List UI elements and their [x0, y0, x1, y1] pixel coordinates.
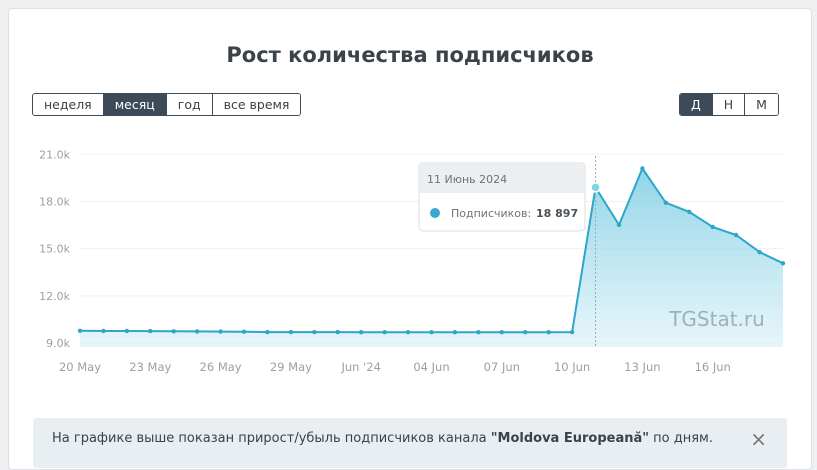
y-tick-label: 9.0k [46, 337, 70, 350]
point [452, 330, 458, 335]
hover-point [590, 182, 601, 193]
tooltip-label: Подписчиков: [451, 207, 531, 220]
point [733, 232, 739, 238]
channel-name: "Moldova Europeană" [490, 431, 650, 446]
chart: 9.0k 12.0k 15.0k 18.0k 21.0k 20 May 23 May 26 M… [39, 148, 786, 374]
tooltip-value: 18 897 [536, 207, 578, 220]
info-box: На графике выше показан прирост/убыль по… [33, 418, 787, 468]
point [523, 330, 528, 335]
point [335, 329, 340, 335]
y-tick-label: 12.0k [39, 290, 70, 303]
point [663, 200, 669, 205]
point [148, 328, 153, 334]
x-tick-label: Jun '24 [340, 360, 380, 374]
point [687, 209, 692, 215]
toggle-button[interactable]: неделя [33, 94, 104, 115]
tooltip-date: 11 Июнь 2024 [427, 173, 507, 186]
point [757, 249, 762, 255]
range-group: неделя месяц год все время [32, 93, 302, 116]
point [101, 328, 106, 334]
point [569, 329, 575, 335]
x-tick-label: 29 May [270, 360, 312, 374]
close-button[interactable]: × [750, 427, 767, 451]
toggle-button[interactable]: все время [212, 94, 301, 115]
point [382, 330, 387, 335]
point [616, 222, 622, 228]
tooltip-header [420, 164, 584, 193]
point [218, 329, 223, 334]
info-prefix: На графике выше показан прирост/убыль по… [52, 431, 491, 446]
point [171, 329, 176, 334]
page: Рост количества подписчиков неделя месяц г… [8, 8, 812, 470]
toggle-button[interactable]: Д [680, 94, 713, 115]
x-tick-label: 23 May [129, 360, 171, 374]
x-tick-label: 10 Jun [554, 360, 590, 374]
point [429, 330, 434, 335]
point [265, 329, 270, 335]
y-tick-label: 15.0k [39, 243, 70, 256]
toggle-button[interactable]: месяц [103, 94, 167, 115]
y-tick-label: 21.0k [39, 148, 70, 161]
x-tick-label: 16 Jun [695, 360, 731, 374]
point [640, 166, 645, 171]
y-tick-label: 18.0k [39, 195, 70, 208]
x-tick-label: 13 Jun [624, 360, 660, 374]
info-suffix: по дням. [649, 431, 713, 446]
point [405, 330, 411, 335]
x-tick-label: 04 Jun [413, 360, 449, 374]
point [476, 330, 481, 335]
point [546, 330, 551, 335]
info-text: На графике выше показан прирост/убыль по… [52, 431, 713, 446]
point [124, 328, 130, 334]
toggle-button[interactable]: Н [712, 94, 746, 115]
title: Рост количества подписчиков [226, 43, 594, 67]
point [780, 261, 786, 266]
point [288, 329, 294, 335]
area [80, 168, 783, 347]
point [359, 330, 364, 335]
tooltip-dot [430, 208, 440, 218]
toggle-button[interactable]: год [166, 94, 213, 115]
toggle-button[interactable]: М [745, 94, 778, 115]
point [499, 330, 504, 335]
x-tick-label: 26 May [200, 360, 242, 374]
point [194, 329, 200, 334]
point [77, 328, 83, 333]
point [710, 224, 715, 230]
x-tick-label: 20 May [59, 360, 101, 374]
point [241, 329, 247, 334]
point [312, 329, 317, 335]
x-tick-label: 07 Jun [484, 360, 520, 374]
